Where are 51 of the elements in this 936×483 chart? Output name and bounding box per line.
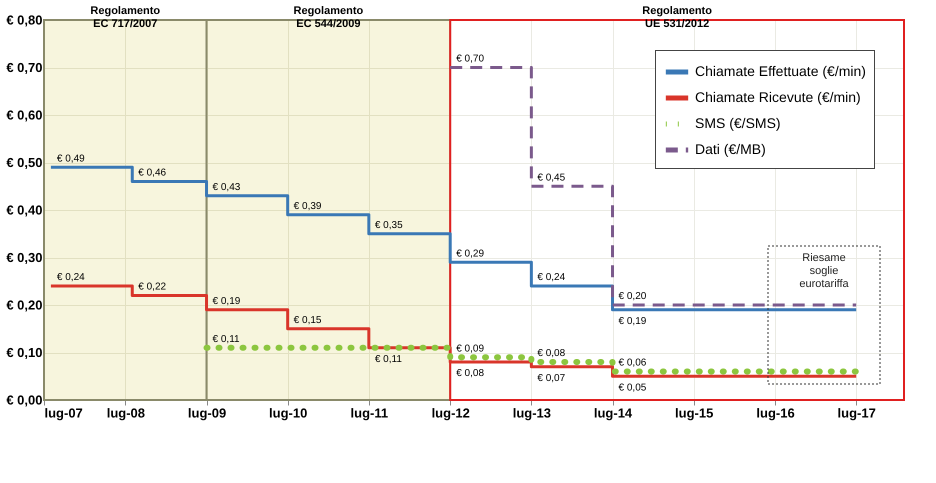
data-label: € 0,15	[294, 314, 322, 326]
data-label: € 0,29	[456, 248, 484, 260]
data-label: € 0,08	[537, 348, 566, 359]
x-tick-label: lug-10	[269, 406, 308, 420]
data-label: € 0,70	[456, 54, 484, 64]
x-tick-label: lug-11	[350, 406, 388, 420]
x-tick-label: lug-15	[675, 406, 714, 420]
data-label: € 0,20	[618, 291, 647, 302]
data-label: € 0,24	[56, 272, 86, 283]
data-label: € 0,49	[56, 153, 86, 164]
y-tick-label: € 0,30	[6, 250, 42, 265]
legend-label: SMS (€/SMS)	[695, 115, 781, 131]
data-label: € 0,05	[618, 382, 647, 394]
data-label: € 0,45	[537, 172, 566, 184]
y-tick-label: € 0,70	[6, 60, 42, 75]
x-tick-label: lug-17	[838, 406, 876, 420]
legend-label: Dati (€/MB)	[695, 141, 766, 157]
x-tick-label: lug-14	[594, 406, 633, 420]
y-tick-label: € 0,20	[6, 298, 42, 312]
x-tick-label: lug-12	[432, 406, 470, 420]
data-label: € 0,43	[212, 182, 241, 193]
y-tick-label: € 0,60	[6, 108, 42, 122]
band-label: Regolamento EC 544/2009	[294, 5, 364, 30]
data-label: € 0,35	[374, 220, 404, 231]
x-tick-label: lug-07	[44, 406, 83, 420]
x-tick-label: lug-09	[188, 406, 226, 420]
data-label: € 0,11	[212, 334, 240, 345]
data-label: € 0,19	[618, 316, 647, 327]
data-label: € 0,24	[537, 272, 566, 283]
annotation: Riesame soglie eurotariffa	[799, 252, 850, 290]
x-tick-label: lug-08	[106, 406, 146, 420]
band-label: Regolamento UE 531/2012	[642, 5, 712, 30]
data-label: € 0,19	[212, 296, 241, 307]
data-label: € 0,22	[138, 282, 167, 292]
y-tick-label: € 0,80	[6, 12, 42, 28]
data-label: € 0,06	[618, 358, 647, 368]
x-tick-label: lug-13	[512, 406, 552, 420]
band-label: Regolamento EC 717/2007	[90, 5, 160, 30]
data-label: € 0,09	[456, 343, 484, 354]
y-tick-label: € 0,50	[6, 155, 42, 170]
y-tick-label: € 0,10	[6, 345, 42, 360]
legend-label: Chiamate Ricevute (€/min)	[695, 89, 861, 105]
data-label: € 0,07	[537, 372, 566, 384]
data-label: € 0,08	[456, 368, 484, 379]
data-label: € 0,46	[138, 168, 167, 178]
legend-label: Chiamate Effettuate (€/min)	[695, 63, 866, 79]
y-tick-label: € 0,40	[6, 202, 42, 218]
y-tick-label: € 0,00	[6, 392, 42, 408]
data-label: € 0,39	[294, 200, 322, 212]
x-tick-label: lug-16	[756, 406, 795, 420]
data-label: € 0,11	[374, 354, 402, 365]
